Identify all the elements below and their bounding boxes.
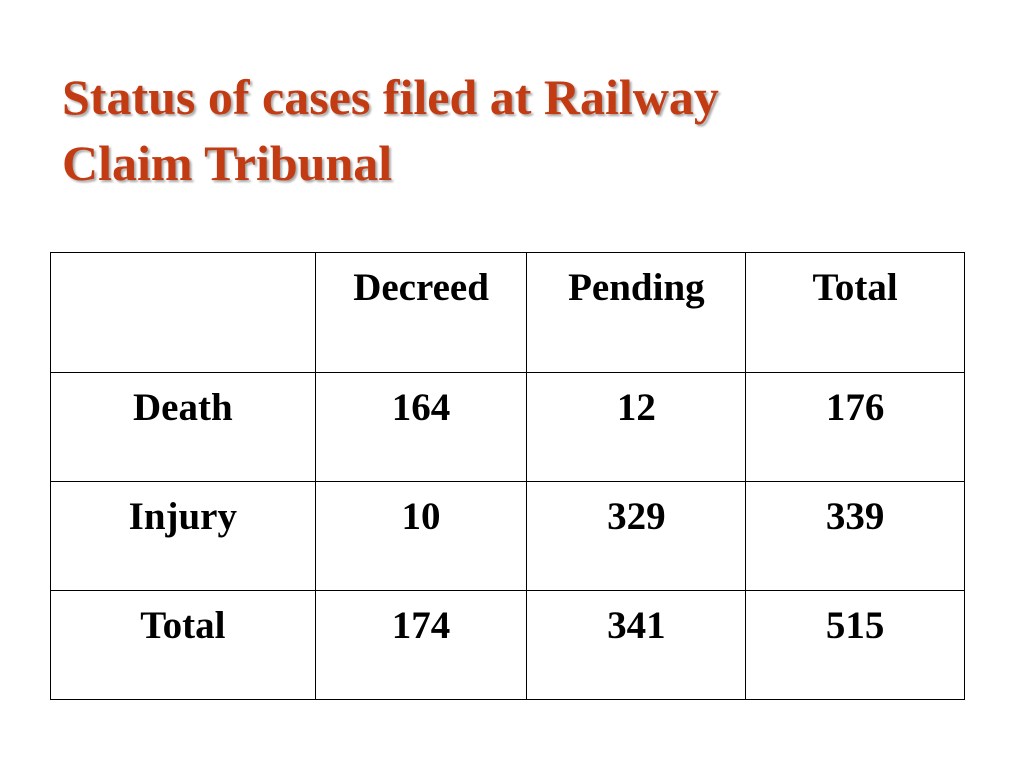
cell-death-total: 176 bbox=[745, 372, 965, 482]
row-label-total: Total bbox=[50, 590, 316, 700]
cell-total-total: 515 bbox=[745, 590, 965, 700]
slide-title: Status of cases filed at Railway Claim T… bbox=[62, 64, 962, 196]
slide-title-line-2: Claim Tribunal bbox=[62, 135, 393, 191]
table-row-total: Total 174 341 515 bbox=[50, 590, 965, 700]
cell-injury-decreed: 10 bbox=[314, 481, 528, 591]
table-row-injury: Injury 10 329 339 bbox=[50, 481, 965, 591]
column-header-pending: Pending bbox=[526, 252, 747, 373]
header-corner-cell bbox=[50, 252, 316, 373]
cell-death-decreed: 164 bbox=[314, 372, 528, 482]
cases-table: Decreed Pending Total Death 164 12 176 I… bbox=[50, 252, 965, 700]
column-header-total: Total bbox=[745, 252, 965, 373]
column-header-decreed: Decreed bbox=[314, 252, 528, 373]
table-header-row: Decreed Pending Total bbox=[50, 252, 965, 373]
slide-title-line-1: Status of cases filed at Railway bbox=[62, 69, 719, 125]
row-label-death: Death bbox=[50, 372, 316, 482]
cell-injury-total: 339 bbox=[745, 481, 965, 591]
cell-total-decreed: 174 bbox=[314, 590, 528, 700]
table-row-death: Death 164 12 176 bbox=[50, 372, 965, 482]
row-label-injury: Injury bbox=[50, 481, 316, 591]
cell-total-pending: 341 bbox=[526, 590, 747, 700]
cell-death-pending: 12 bbox=[526, 372, 747, 482]
cell-injury-pending: 329 bbox=[526, 481, 747, 591]
